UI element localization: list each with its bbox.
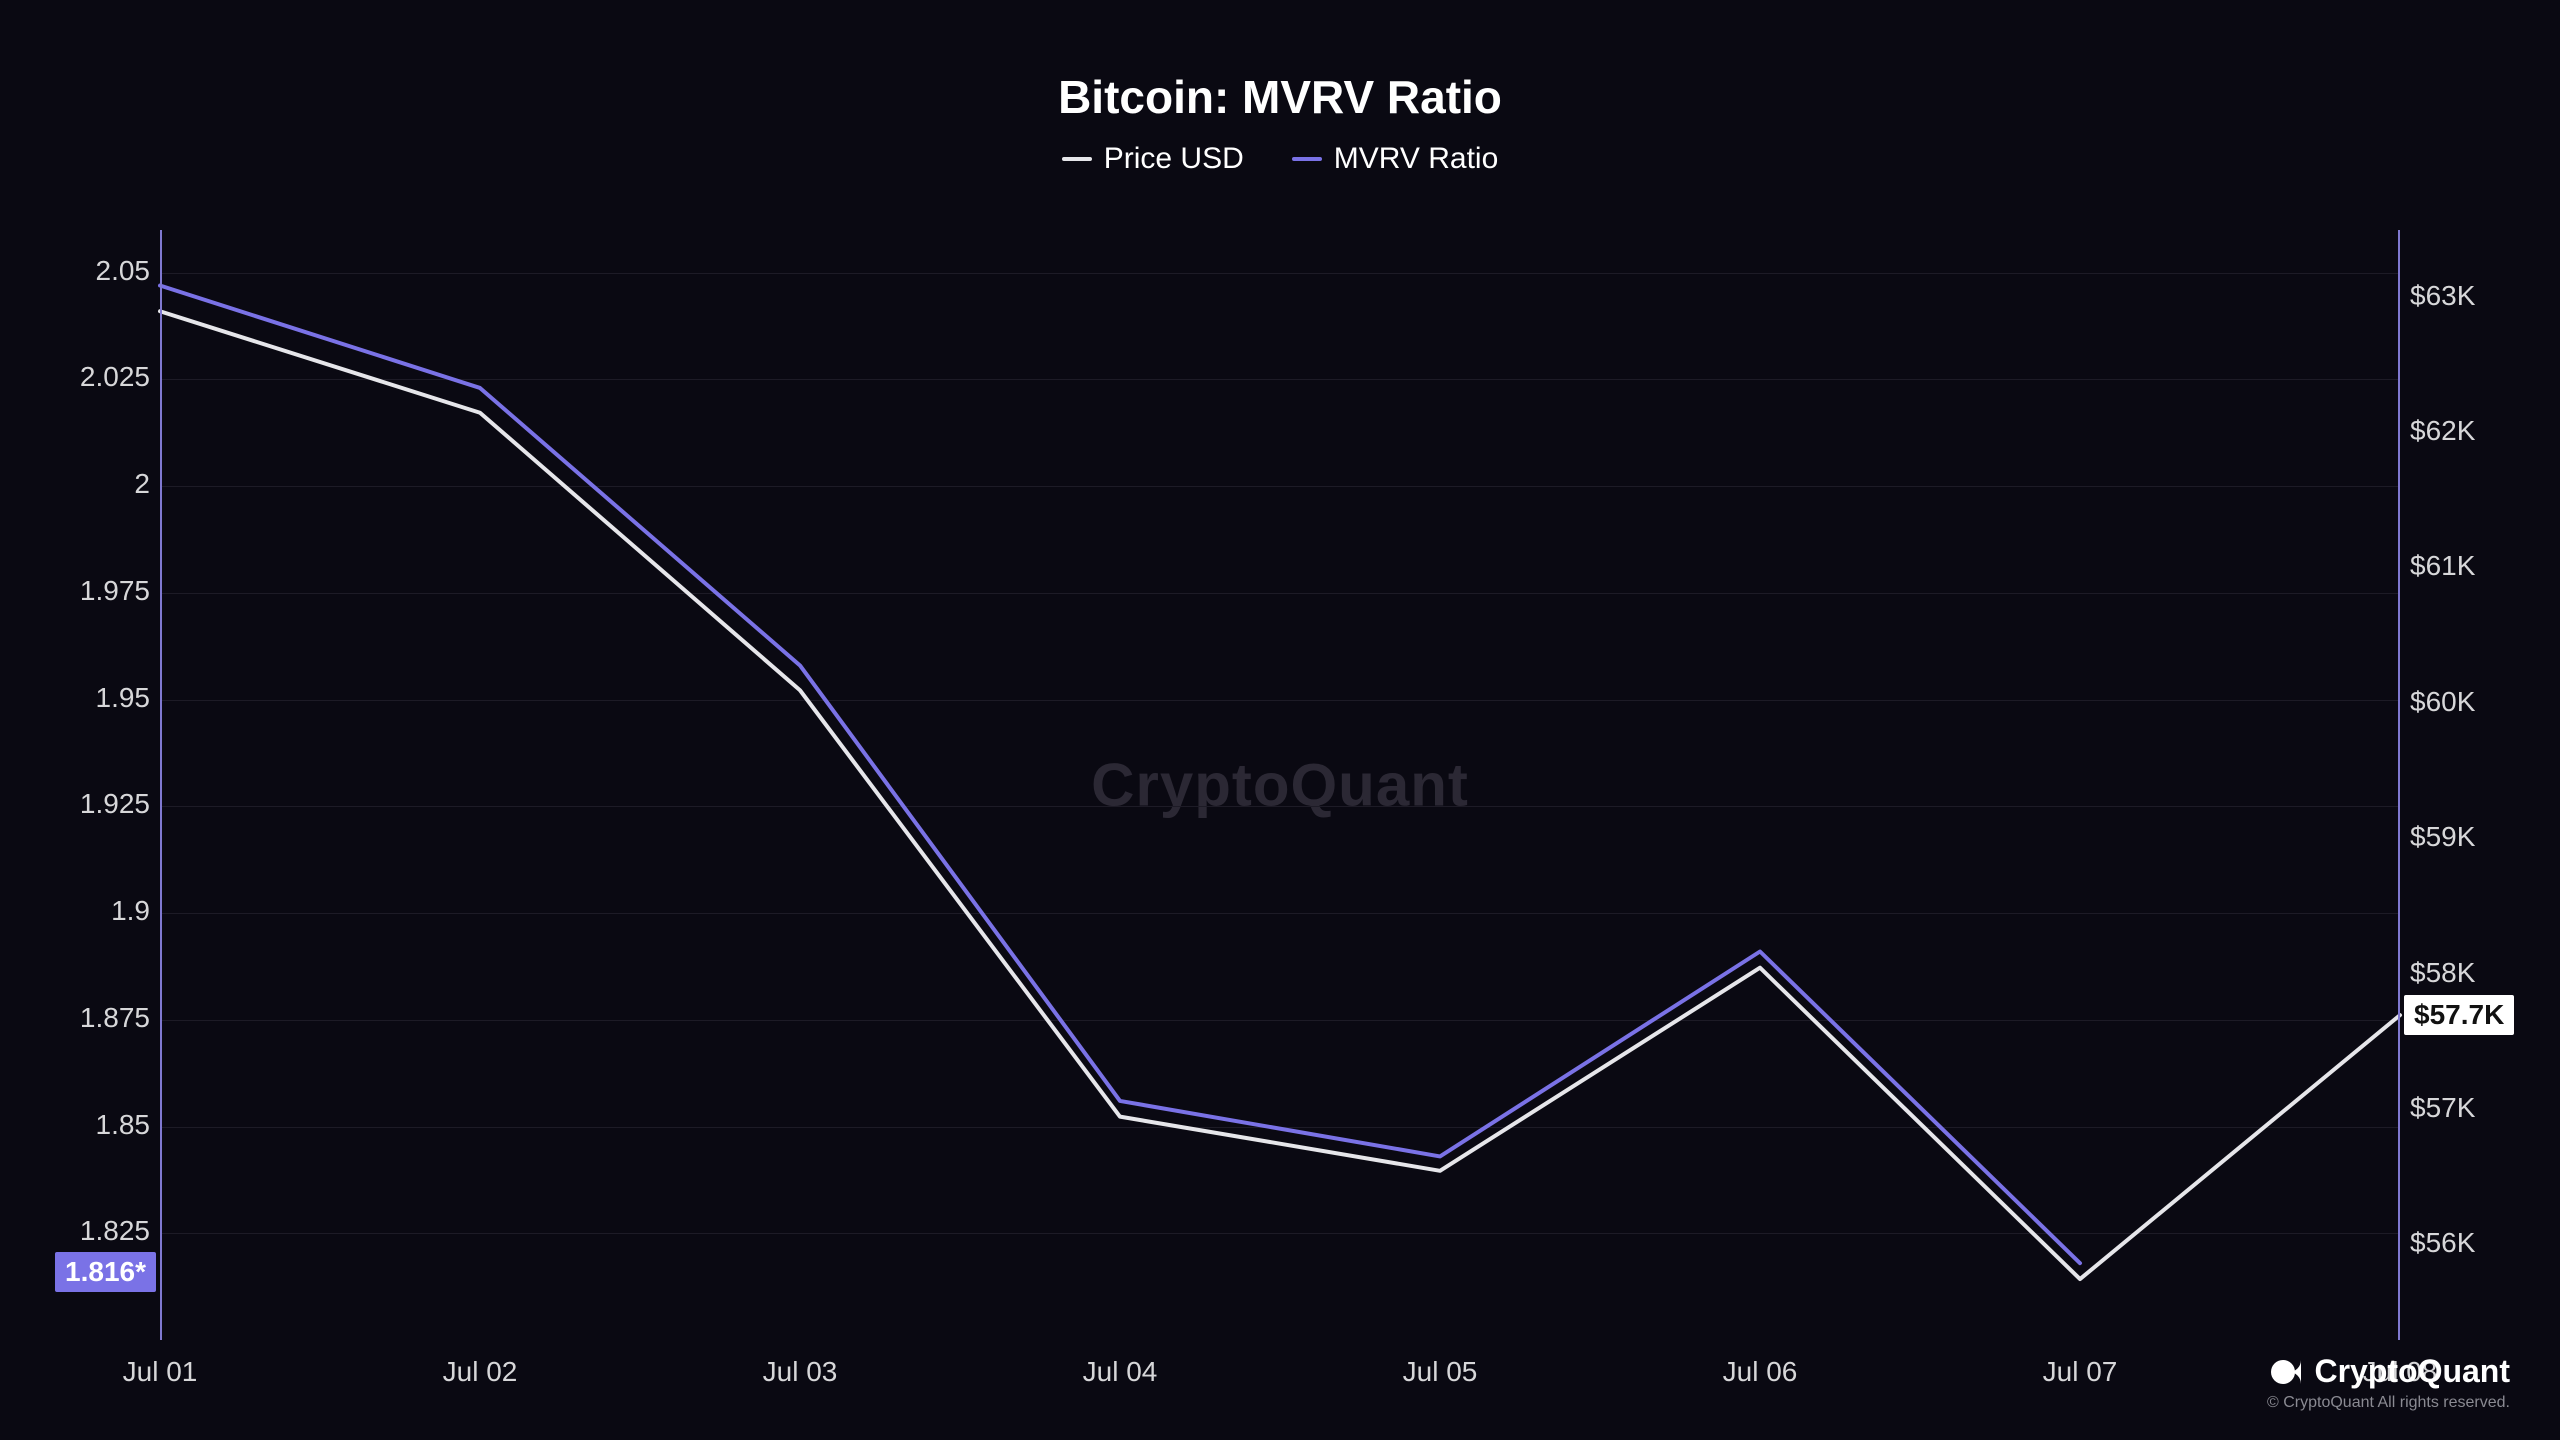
legend-label: Price USD	[1104, 142, 1244, 176]
plot-area: CryptoQuant 2.052.02521.9751.951.9251.91…	[160, 230, 2400, 1340]
x-tick-label: Jul 02	[443, 1356, 518, 1388]
axis-border-left	[160, 230, 162, 1340]
legend: Price USD MVRV Ratio	[40, 142, 2520, 176]
y-left-tick-label: 2	[30, 468, 150, 500]
y-left-tick-label: 1.925	[30, 788, 150, 820]
x-axis: Jul 01Jul 02Jul 03Jul 04Jul 05Jul 06Jul …	[160, 1348, 2400, 1388]
legend-item-mvrv: MVRV Ratio	[1292, 142, 1499, 176]
current-value-left: 1.816*	[55, 1252, 156, 1292]
chart-title: Bitcoin: MVRV Ratio	[40, 70, 2520, 124]
legend-label: MVRV Ratio	[1334, 142, 1499, 176]
y-left-tick-label: 1.95	[30, 682, 150, 714]
y-left-tick-label: 2.025	[30, 361, 150, 393]
y-right-tick-label: $62K	[2410, 415, 2475, 447]
copyright: © CryptoQuant All rights reserved.	[2267, 1394, 2510, 1412]
y-left-tick-label: 1.9	[30, 895, 150, 927]
y-left-tick-label: 1.825	[30, 1215, 150, 1247]
current-value-right: $57.7K	[2404, 995, 2514, 1035]
y-right-tick-label: $61K	[2410, 550, 2475, 582]
x-tick-label: Jul 01	[123, 1356, 198, 1388]
x-tick-label: Jul 03	[763, 1356, 838, 1388]
y-right-tick-label: $63K	[2410, 280, 2475, 312]
y-left-tick-label: 2.05	[30, 255, 150, 287]
legend-swatch-price	[1062, 157, 1092, 161]
y-right-tick-label: $58K	[2410, 957, 2475, 989]
chart-container: Bitcoin: MVRV Ratio Price USD MVRV Ratio…	[0, 0, 2560, 1440]
y-right-tick-label: $56K	[2410, 1227, 2475, 1259]
x-tick-label: Jul 05	[1403, 1356, 1478, 1388]
axis-border-right	[2398, 230, 2400, 1340]
y-axis-right: $63K $62K $61K $60K $59K $58K $57K $56K	[2410, 230, 2530, 1340]
y-left-tick-label: 1.975	[30, 575, 150, 607]
y-axis-left: 2.05 2.025 2 1.975 1.95 1.925 1.9 1.875 1.85 1.82…	[30, 230, 150, 1340]
legend-item-price: Price USD	[1062, 142, 1244, 176]
legend-swatch-mvrv	[1292, 157, 1322, 161]
y-right-tick-label: $57K	[2410, 1092, 2475, 1124]
branding: CryptoQuant © CryptoQuant All rights res…	[2267, 1353, 2510, 1412]
chart-svg	[160, 230, 2400, 1340]
x-tick-label: Jul 07	[2043, 1356, 2118, 1388]
brand-icon	[2268, 1357, 2304, 1387]
y-right-tick-label: $60K	[2410, 686, 2475, 718]
y-left-tick-label: 1.85	[30, 1109, 150, 1141]
x-tick-label: Jul 04	[1083, 1356, 1158, 1388]
series-line	[160, 311, 2400, 1279]
y-right-tick-label: $59K	[2410, 821, 2475, 853]
y-left-tick-label: 1.875	[30, 1002, 150, 1034]
brand-name: CryptoQuant	[2314, 1353, 2510, 1390]
x-tick-label: Jul 06	[1723, 1356, 1798, 1388]
